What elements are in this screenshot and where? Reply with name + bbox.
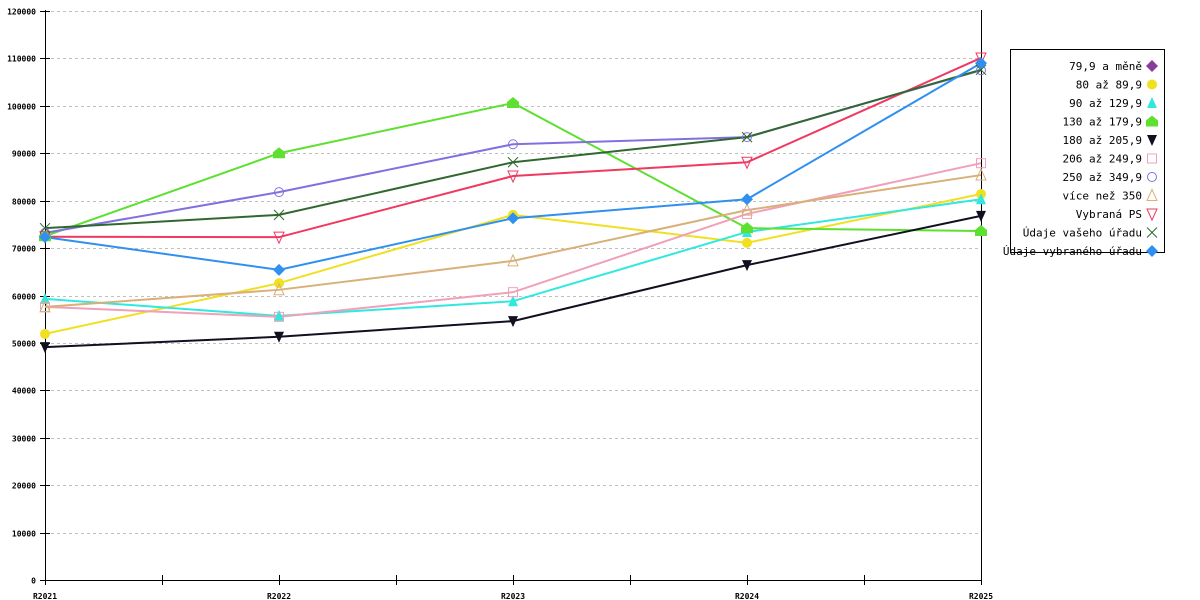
- y-tick-label: 50000: [12, 340, 36, 349]
- legend-label: Vybraná PS: [1076, 208, 1142, 221]
- data-point: [507, 253, 519, 267]
- series-line: [44, 214, 982, 349]
- y-tick-label: 120000: [7, 8, 36, 17]
- data-point: [975, 52, 987, 66]
- data-point: [40, 328, 50, 339]
- data-point: [975, 225, 987, 237]
- y-tick-label: 100000: [7, 103, 36, 112]
- series-line: [44, 174, 982, 308]
- data-point: [975, 57, 987, 70]
- data-point: [508, 287, 518, 298]
- data-point: [39, 222, 51, 234]
- data-point: [274, 311, 284, 322]
- data-point: [274, 309, 284, 321]
- legend-marker: [1147, 97, 1157, 108]
- x-tick-label: R2024: [735, 592, 759, 600]
- legend-box: [1010, 49, 1165, 253]
- legend-label: více než 350: [1063, 190, 1142, 203]
- legend-label: 250 až 349,9: [1063, 171, 1142, 184]
- data-point: [273, 282, 285, 296]
- legend-label: Údaje vybraného úřadu: [1003, 245, 1142, 258]
- legend-marker: [1146, 115, 1158, 127]
- legend-label: 180 až 205,9: [1063, 134, 1142, 147]
- data-point: [741, 222, 753, 234]
- legend-marker: [1146, 227, 1158, 238]
- legend-marker: [1147, 153, 1157, 164]
- legend-label: 90 až 129,9: [1069, 97, 1142, 110]
- y-tick-label: 80000: [12, 198, 36, 207]
- y-tick-label: 60000: [12, 293, 36, 302]
- data-point: [741, 202, 753, 216]
- legend: 79,9 a měně 80 až 89,9 90 až 129,9 130 až 1…: [1003, 49, 1165, 258]
- data-point: [975, 167, 987, 181]
- legend-marker: [1146, 60, 1158, 72]
- data-point: [976, 158, 986, 169]
- data-point: [976, 210, 986, 222]
- x-tick-label: R2021: [33, 592, 57, 600]
- data-point: [976, 193, 986, 205]
- legend-marker: [1147, 79, 1157, 90]
- series-line: [44, 62, 982, 271]
- x-tick-label: R2025: [969, 592, 993, 600]
- series-markers: [39, 52, 987, 354]
- legend-label: Údaje vašeho úřadu: [1023, 227, 1142, 240]
- data-point: [507, 212, 519, 225]
- data-point: [742, 237, 752, 248]
- x-tick-label: R2022: [267, 592, 291, 600]
- data-point: [39, 299, 51, 313]
- y-tick-label: 20000: [12, 482, 36, 491]
- data-point: [273, 231, 285, 245]
- data-point: [40, 292, 50, 304]
- data-point: [274, 331, 284, 343]
- data-point: [742, 260, 752, 272]
- data-point: [975, 64, 987, 76]
- legend-label: 80 až 89,9: [1076, 79, 1142, 92]
- data-point: [741, 193, 753, 206]
- legend-marker: [1146, 208, 1158, 222]
- data-point: [508, 295, 518, 307]
- grid-lines: [45, 11, 981, 534]
- data-point: [273, 147, 285, 159]
- data-point: [742, 132, 752, 143]
- legend-marker: [1146, 245, 1158, 257]
- data-point: [508, 139, 518, 150]
- data-point: [273, 263, 285, 276]
- y-tick-label: 40000: [12, 387, 36, 396]
- legend-label: 130 až 179,9: [1063, 116, 1142, 129]
- series-line: [44, 57, 982, 239]
- y-tick-label: 90000: [12, 150, 36, 159]
- y-tick-label: 30000: [12, 435, 36, 444]
- data-point: [507, 96, 519, 108]
- legend-marker: [1147, 135, 1157, 146]
- series-line: [44, 69, 982, 234]
- y-tick-label: 10000: [12, 530, 36, 539]
- data-point: [40, 342, 50, 354]
- y-tick-label: 110000: [7, 55, 36, 64]
- legend-marker: [1147, 172, 1157, 182]
- y-tick-label: 0: [31, 577, 36, 586]
- data-point: [508, 316, 518, 328]
- data-point: [273, 209, 285, 221]
- legend-label: 79,9 a měně: [1069, 60, 1142, 73]
- legend-label: 206 až 249,9: [1063, 153, 1142, 166]
- x-tick-label: R2023: [501, 592, 525, 600]
- data-point: [39, 231, 51, 244]
- y-tick-label: 70000: [12, 245, 36, 254]
- x-axis: R2021 R2022 R2023 R2024 R2025: [33, 575, 993, 600]
- legend-marker: [1146, 188, 1158, 201]
- data-point: [507, 170, 519, 184]
- series-line: [44, 162, 982, 318]
- data-point: [274, 187, 284, 198]
- data-point: [507, 156, 519, 168]
- data-point: [741, 156, 753, 170]
- data-point: [741, 131, 753, 143]
